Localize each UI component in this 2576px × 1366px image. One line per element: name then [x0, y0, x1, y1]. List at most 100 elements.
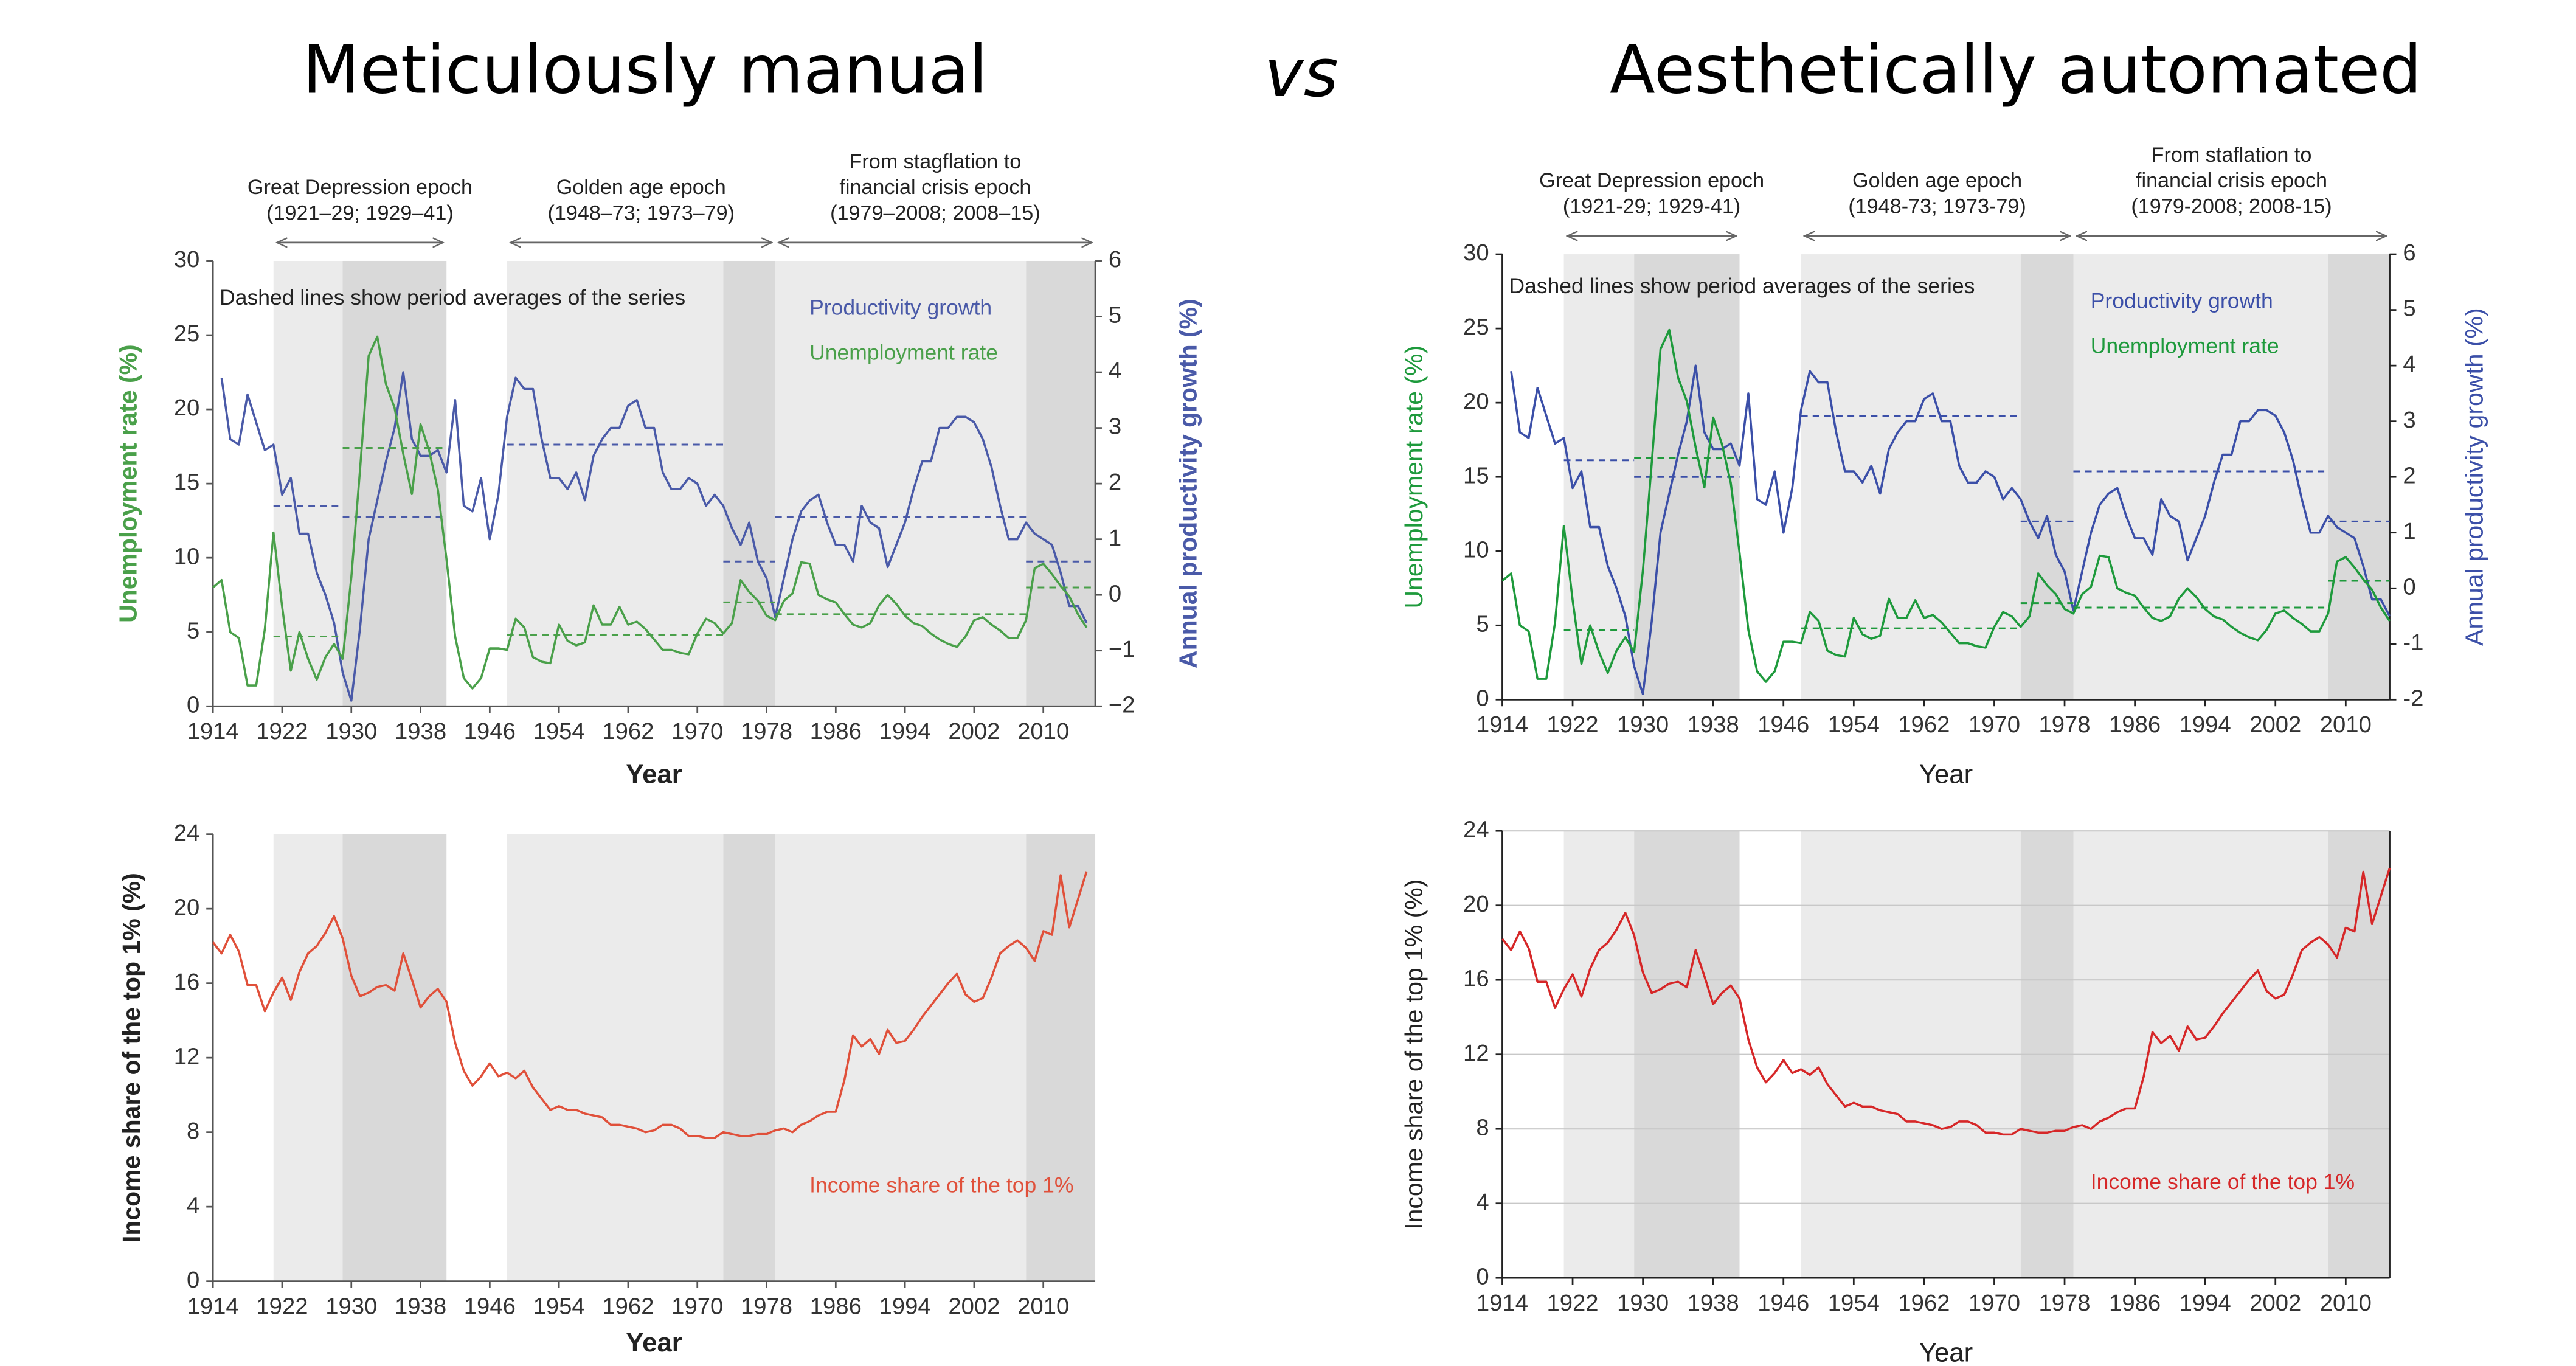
x-tick-label: 1970 — [671, 1293, 723, 1319]
epoch-label: Great Depression epoch — [248, 176, 473, 199]
legend-label: Income share of the top 1% — [2091, 1170, 2355, 1194]
shaded-period — [2073, 254, 2328, 700]
y-axis-label: Unemployment rate (%) — [1400, 345, 1428, 609]
shaded-period — [1026, 834, 1096, 1281]
x-tick-label: 1946 — [464, 718, 516, 744]
y-tick-label: 24 — [174, 820, 200, 846]
x-tick-label: 1962 — [602, 718, 654, 744]
y-tick-label: 15 — [1463, 462, 1489, 488]
x-tick-label: 2002 — [948, 1293, 1000, 1319]
epoch-label: Golden age epoch — [556, 176, 726, 199]
series-line — [212, 871, 1088, 1139]
x-tick-label: 1930 — [1617, 712, 1669, 738]
x-tick-label: 1938 — [395, 1293, 446, 1319]
shaded-period — [723, 260, 775, 707]
x-tick-label: 1978 — [2038, 712, 2090, 738]
legend-label: Unemployment rate — [809, 340, 998, 364]
y-tick-label: 0 — [1476, 685, 1489, 711]
x-tick-label: 1922 — [1546, 712, 1598, 738]
x-tick-label: 1994 — [879, 718, 931, 744]
y-tick-label: 16 — [174, 969, 200, 995]
x-tick-label: 1954 — [1828, 712, 1880, 738]
y-tick-label: 30 — [174, 246, 200, 272]
shaded-period — [1026, 260, 1096, 707]
shaded-period — [2020, 254, 2074, 700]
y-tick-label: 10 — [174, 543, 200, 569]
x-tick-label: 1962 — [1898, 1290, 1950, 1316]
y-tick-label: 4 — [187, 1192, 199, 1218]
epoch-label: From stagflation to — [850, 150, 1022, 173]
x-tick-label: 1938 — [395, 718, 446, 744]
x-tick-label: 1938 — [1688, 712, 1739, 738]
x-tick-label: 1930 — [325, 1293, 377, 1319]
x-tick-label: 1954 — [1828, 1290, 1880, 1316]
y2-axis-label: Annual productivity growth (%) — [1174, 299, 1202, 668]
x-tick-label: 1970 — [671, 718, 723, 744]
x-axis-label: Year — [1919, 760, 1973, 789]
x-tick-label: 2002 — [2249, 1290, 2301, 1316]
shaded-period — [342, 834, 447, 1281]
y-tick-label: 25 — [174, 321, 200, 347]
x-axis-label: Year — [1919, 1337, 1973, 1366]
y2-tick-label: 3 — [2403, 407, 2415, 433]
y-tick-label: 20 — [1463, 891, 1489, 917]
y-tick-label: 15 — [174, 469, 200, 495]
x-tick-label: 1922 — [256, 1293, 308, 1319]
y-tick-label: 10 — [1463, 536, 1489, 563]
epoch-label: (1979–2008; 2008–15) — [830, 201, 1040, 224]
epoch-label: From staflation to — [2152, 144, 2312, 167]
x-tick-label: 1986 — [810, 718, 862, 744]
x-tick-label: 1994 — [2180, 1290, 2231, 1316]
x-tick-label: 1954 — [533, 718, 585, 744]
right-title: Aesthetically automated — [1610, 32, 2422, 109]
y2-tick-label: 4 — [1109, 358, 1121, 384]
y-tick-label: 30 — [1463, 240, 1489, 266]
x-tick-label: 1994 — [879, 1293, 931, 1319]
y2-tick-label: -2 — [2403, 685, 2423, 711]
chart-panel: 0 4 8 12 16 20 24 1914 1922 1930 1938 1946 1954 1962 1… — [1400, 816, 2391, 1366]
y2-tick-label: −1 — [1109, 636, 1135, 662]
shaded-period — [507, 260, 724, 707]
y2-tick-label: 5 — [1109, 302, 1121, 328]
y-axis-label: Income share of the top 1% (%) — [1400, 879, 1428, 1230]
x-tick-label: 1930 — [325, 718, 377, 744]
epoch-label: (1948-73; 1973-79) — [1848, 195, 2026, 218]
x-tick-label: 1994 — [2180, 712, 2231, 738]
epoch-label: financial crisis epoch — [2136, 169, 2327, 192]
x-tick-label: 1986 — [2109, 1290, 2161, 1316]
x-tick-label: 1962 — [1898, 712, 1950, 738]
chart-note: Dashed lines show period averages of the… — [220, 285, 685, 310]
y2-tick-label: 0 — [1109, 580, 1121, 606]
y2-tick-label: 1 — [2403, 518, 2415, 544]
y2-tick-label: 3 — [1109, 414, 1121, 440]
y-tick-label: 16 — [1463, 965, 1489, 991]
y-tick-label: 0 — [187, 1267, 199, 1293]
y-tick-label: 12 — [174, 1043, 200, 1069]
y2-tick-label: 1 — [1109, 525, 1121, 551]
y2-tick-label: −2 — [1109, 692, 1135, 718]
x-tick-label: 1954 — [533, 1293, 585, 1319]
y2-tick-label: 0 — [2403, 574, 2415, 600]
x-tick-label: 1930 — [1617, 1290, 1669, 1316]
x-tick-label: 1978 — [2038, 1290, 2090, 1316]
chart-panel: 0 5 10 15 20 25 30 −2 −1 0 1 2 3 4 5 6 1914 1922 1930 1938 1… — [114, 150, 1202, 789]
chart-note: Dashed lines show period averages of the… — [1509, 274, 1975, 298]
x-tick-label: 1946 — [464, 1293, 516, 1319]
series-line — [1510, 364, 2391, 695]
y-tick-label: 0 — [1476, 1263, 1489, 1289]
shaded-period — [507, 834, 724, 1281]
epoch-label: (1921–29; 1929–41) — [266, 201, 454, 224]
y-tick-label: 20 — [1463, 388, 1489, 414]
shaded-period — [775, 260, 1027, 707]
x-tick-label: 1922 — [256, 718, 308, 744]
x-axis-label: Year — [626, 1328, 682, 1357]
x-tick-label: 1946 — [1757, 1290, 1809, 1316]
series-line — [220, 371, 1088, 702]
shaded-period — [2328, 254, 2390, 700]
legend-label: Unemployment rate — [2091, 333, 2279, 358]
shaded-period — [723, 834, 775, 1281]
legend-label: Productivity growth — [2091, 289, 2273, 313]
shaded-period — [273, 260, 343, 707]
y2-tick-label: 5 — [2403, 296, 2415, 322]
x-axis-label: Year — [626, 760, 682, 789]
